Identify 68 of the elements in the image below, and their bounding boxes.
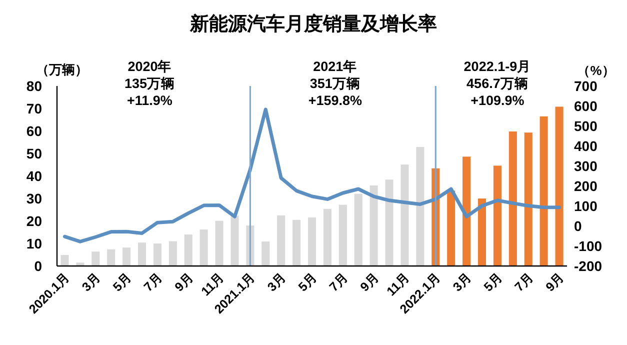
bar [524,132,532,266]
y2-axis-title: （%） [577,63,615,78]
y-tick-label: 10 [26,236,42,252]
bar [184,234,192,266]
bar [354,194,362,266]
bar [508,131,517,266]
bar [60,254,69,266]
annotation: 2022.1-9月 456.7万辆 +109.9% [464,59,532,108]
y-tick-label: 40 [26,168,42,184]
y-tick-label: 70 [26,100,42,116]
y-tick-label: 60 [26,123,42,139]
bar [200,230,208,266]
x-tick-label: 7月 [141,270,166,294]
bar [385,180,394,266]
bar [92,252,100,266]
y2-tick-label: 100 [574,198,598,214]
y-tick-label: 80 [26,78,42,94]
y2-tick-label: 500 [574,118,598,134]
x-tick-label: 9月 [358,270,382,294]
bar [308,217,316,266]
y-tick-label: 0 [34,258,42,274]
y2-tick-label: -100 [574,238,602,254]
y2-tick-label: 0 [574,218,582,234]
y-axis-title: （万辆） [36,62,88,77]
x-tick-label: 3月 [79,270,104,294]
y2-tick-label: 700 [574,78,598,94]
bar [323,208,332,266]
annotation: 2021年 351万辆 +159.8% [308,59,362,108]
bar [215,220,224,266]
bar [168,241,177,266]
annotation: 2020年 135万辆 +11.9% [124,59,175,108]
bar [540,116,548,266]
bar [447,190,456,266]
x-tick-label: 7月 [326,270,351,294]
y-tick-label: 30 [26,190,42,206]
x-tick-label: 9月 [172,270,196,294]
x-tick-label: 3月 [264,270,289,294]
bar [277,215,286,266]
bar [122,248,131,266]
bar [555,106,564,266]
bar [338,204,347,266]
y2-tick-label: 400 [574,138,598,154]
x-tick-label: 9月 [543,270,568,294]
bar [107,249,116,266]
bar [292,220,301,266]
bar [370,185,378,266]
bar [400,164,409,266]
bar [493,166,502,266]
y2-tick-label: 300 [574,158,598,174]
x-tick-label: 5月 [110,270,134,294]
y2-tick-label: 600 [574,98,598,114]
chart-title: 新能源汽车月度销量及增长率 [189,13,437,35]
line-series [62,108,562,244]
x-tick-label: 5月 [296,270,320,294]
y-tick-label: 50 [26,146,42,162]
y-tick-label: 20 [26,213,42,229]
bar [478,198,486,266]
bar [153,244,162,266]
x-tick-label: 5月 [481,270,506,294]
bar [462,156,471,266]
bar [138,242,146,266]
y2-tick-label: 200 [574,178,598,194]
x-tick-label: 3月 [450,270,474,294]
bar [262,241,270,266]
x-tick-label: 7月 [512,270,536,294]
bar [416,146,424,266]
y2-tick-label: -200 [574,258,602,274]
bar [230,216,239,266]
